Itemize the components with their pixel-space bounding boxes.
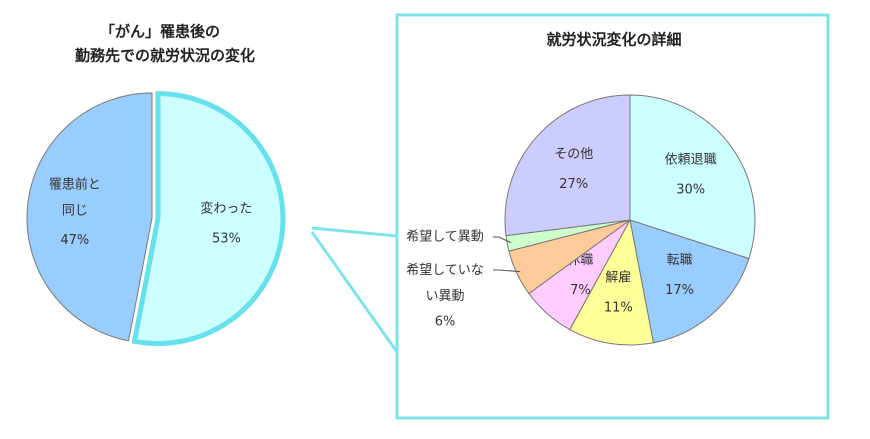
value-label: 27% bbox=[559, 177, 588, 192]
connector bbox=[311, 226, 398, 238]
slice-label: 変わった bbox=[200, 201, 252, 217]
slice-label: 希望していない異動 bbox=[406, 262, 484, 304]
slice-label: 希望して異動 bbox=[406, 229, 484, 245]
value-label: 6% bbox=[435, 315, 456, 330]
leader-line bbox=[493, 236, 512, 244]
chart-title: 「がん」罹患後の bbox=[100, 23, 220, 41]
value-label: 11% bbox=[604, 301, 633, 316]
pie-slice bbox=[26, 92, 153, 342]
slice-label: 罹患前と同じ bbox=[49, 176, 101, 218]
pie-slice bbox=[569, 218, 655, 346]
leader-line bbox=[493, 269, 521, 273]
value-label: 30% bbox=[676, 182, 705, 197]
value-label: 47% bbox=[60, 233, 89, 248]
connector bbox=[310, 231, 399, 353]
value-label: 7% bbox=[570, 283, 591, 298]
pie-slice bbox=[629, 94, 756, 260]
slice-label: 転職 bbox=[667, 253, 693, 268]
detail-frame bbox=[395, 13, 830, 420]
chart-subtitle: 勤務先での就労状況の変化 bbox=[75, 47, 255, 65]
pie-slice bbox=[131, 91, 286, 346]
pie-slice bbox=[629, 219, 750, 344]
slice-label: 依頼退職 bbox=[665, 152, 717, 167]
slice-label: 解雇 bbox=[605, 270, 631, 286]
value-label: 53% bbox=[212, 232, 241, 247]
value-label: 17% bbox=[665, 283, 694, 298]
chart-title: 就労状況変化の詳細 bbox=[546, 31, 681, 49]
slice-label: その他 bbox=[554, 147, 593, 162]
pie-slice bbox=[504, 94, 631, 237]
